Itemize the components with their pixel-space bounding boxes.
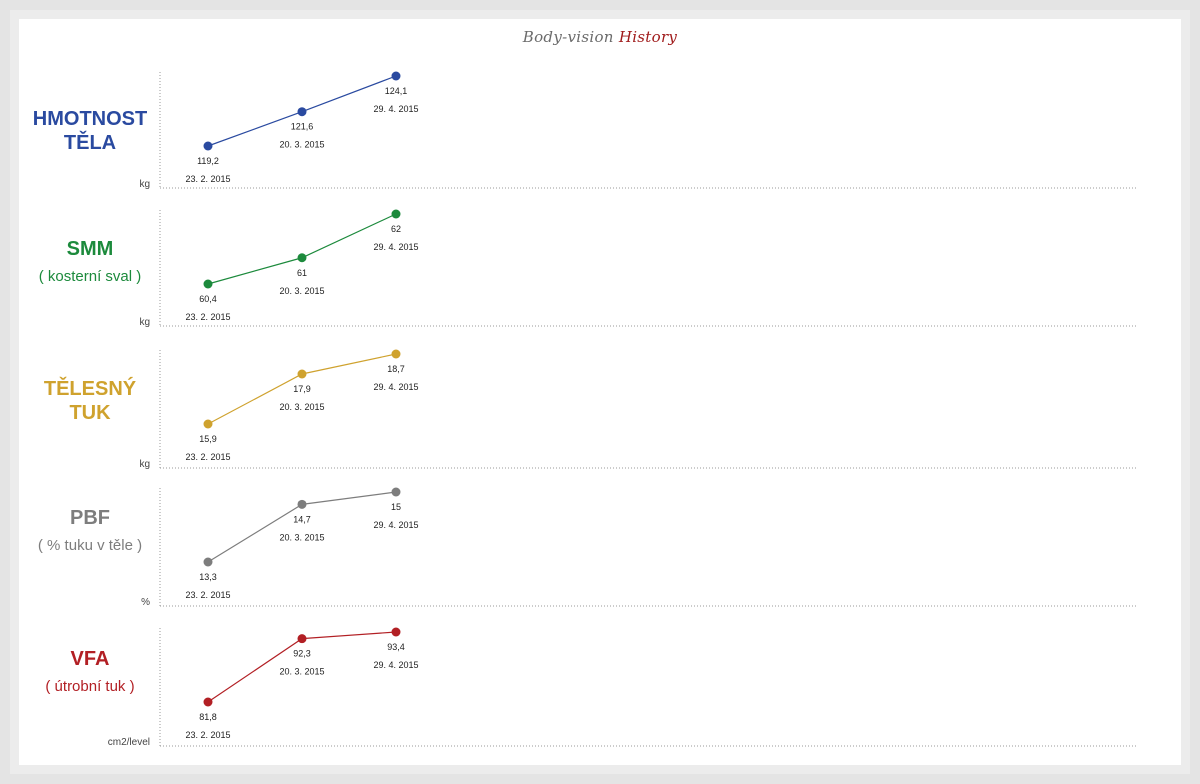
data-point [203,697,213,707]
date-label: 23. 2. 2015 [185,312,230,322]
date-label: 29. 4. 2015 [373,242,418,252]
data-label: 61 [297,268,307,278]
data-point [297,499,307,509]
metric-name: PBF [70,507,110,529]
date-label: 20. 3. 2015 [279,140,324,150]
data-point [297,107,307,117]
data-point [203,419,213,429]
data-label: 15 [391,502,401,512]
metric-name: SMM [66,238,114,260]
data-point [391,71,401,81]
metric-name: TĚLA [63,132,117,154]
metric-name: TUK [69,402,111,424]
data-label: 119,2 [197,156,219,166]
date-label: 23. 2. 2015 [185,452,230,462]
metric-label: VFA ( útrobní tuk ) [20,647,160,697]
page-title: Body-vision History [0,28,1200,46]
data-label: 62 [391,224,401,234]
unit-label: % [141,597,150,608]
data-point [297,634,307,644]
data-point [391,349,401,359]
date-label: 23. 2. 2015 [185,730,230,740]
title-part-2: History [618,28,678,46]
date-label: 29. 4. 2015 [373,520,418,530]
data-label: 15,9 [199,434,217,444]
metric-sublabel: ( % tuku v těle ) [37,537,143,554]
data-label: 18,7 [387,364,405,374]
unit-label: kg [139,459,150,470]
date-label: 20. 3. 2015 [279,286,324,296]
data-point [203,141,213,151]
unit-label: kg [139,317,150,328]
date-label: 29. 4. 2015 [373,104,418,114]
metric-sublabel: ( kosterní sval ) [38,268,142,285]
data-point [297,253,307,263]
date-label: 29. 4. 2015 [373,382,418,392]
data-label: 124,1 [385,86,408,96]
data-point [391,209,401,219]
date-label: 20. 3. 2015 [279,402,324,412]
metric-name: HMOTNOST [32,108,148,130]
metric-label: TĚLESNÝ TUK [20,377,160,425]
data-label: 81,8 [199,712,217,722]
data-label: 60,4 [199,294,217,304]
metric-name: TĚLESNÝ [43,378,137,400]
chart-card [19,19,1181,765]
metric-label: HMOTNOST TĚLA [20,107,160,155]
date-label: 20. 3. 2015 [279,532,324,542]
data-point [391,627,401,637]
data-label: 93,4 [387,642,405,652]
data-point [391,487,401,497]
data-point [203,279,213,289]
date-label: 23. 2. 2015 [185,590,230,600]
date-label: 20. 3. 2015 [279,667,324,677]
metric-sublabel: ( útrobní tuk ) [45,678,135,695]
metric-label: PBF ( % tuku v těle ) [20,506,160,556]
data-label: 13,3 [199,572,217,582]
data-label: 17,9 [293,384,311,394]
metric-label: SMM ( kosterní sval ) [20,237,160,287]
title-part-1: Body-vision [522,28,614,46]
date-label: 29. 4. 2015 [373,660,418,670]
metric-name: VFA [70,648,110,670]
data-point [297,369,307,379]
unit-label: kg [139,179,150,190]
date-label: 23. 2. 2015 [185,174,230,184]
data-label: 121,6 [291,122,314,132]
data-label: 92,3 [293,649,311,659]
data-label: 14,7 [293,514,311,524]
unit-label: cm2/level [108,737,150,748]
outer-frame [10,10,1190,774]
data-point [203,557,213,567]
